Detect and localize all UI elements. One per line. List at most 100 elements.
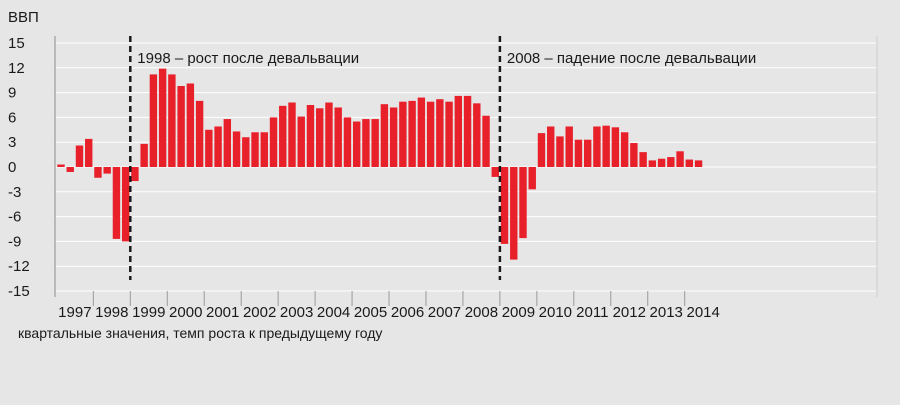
bar	[66, 167, 74, 172]
bar	[445, 101, 453, 167]
bar	[223, 119, 232, 167]
bar	[362, 119, 370, 167]
bar	[121, 167, 130, 242]
x-tick-label: 2005	[354, 304, 387, 321]
bar	[343, 117, 352, 167]
x-tick-label: 1997	[58, 304, 91, 321]
y-tick-label: 0	[8, 159, 16, 176]
bar	[602, 125, 610, 167]
bar	[648, 160, 657, 167]
bar	[620, 132, 629, 167]
x-tick-label: 2008	[465, 304, 498, 321]
bar	[611, 127, 620, 167]
bar	[574, 139, 583, 167]
bar	[537, 133, 546, 167]
y-tick-label: -15	[8, 283, 30, 300]
y-tick-label: -3	[8, 184, 21, 201]
bar	[306, 105, 315, 167]
y-tick-label: 12	[8, 60, 25, 77]
bar	[57, 164, 65, 167]
bar	[288, 102, 296, 167]
bar	[279, 105, 287, 167]
bar	[667, 157, 675, 167]
x-tick-label: 1998	[95, 304, 128, 321]
bar	[260, 132, 268, 167]
bar	[657, 158, 666, 167]
bar	[297, 116, 305, 167]
bar	[177, 85, 185, 167]
x-tick-label: 2001	[206, 304, 239, 321]
bar	[380, 104, 389, 167]
x-tick-label: 2011	[576, 304, 608, 321]
bar	[112, 167, 121, 239]
bar	[352, 121, 361, 167]
bar	[528, 167, 536, 190]
y-axis-title: ВВП	[8, 9, 39, 26]
y-tick-label: 6	[8, 109, 16, 126]
x-tick-label: 2013	[650, 304, 683, 321]
bar	[473, 103, 481, 167]
bar	[334, 107, 342, 167]
x-tick-label: 2007	[428, 304, 461, 321]
bar	[408, 100, 416, 167]
bar	[565, 126, 573, 167]
y-tick-label: -6	[8, 209, 21, 226]
bar	[685, 159, 694, 167]
bar	[168, 74, 176, 167]
bar	[510, 167, 518, 260]
bar	[269, 117, 278, 167]
bar	[519, 167, 527, 239]
y-tick-label: 9	[8, 85, 16, 102]
bar	[186, 83, 195, 167]
bar	[556, 136, 564, 167]
bar	[251, 132, 259, 167]
bar	[547, 126, 555, 167]
x-tick-label: 2014	[686, 304, 719, 321]
bar	[500, 167, 509, 244]
x-tick-label: 2003	[280, 304, 313, 321]
bar	[389, 107, 398, 167]
bar	[491, 167, 499, 177]
annotation-label: 1998 – рост после девальвации	[137, 50, 359, 67]
bar	[676, 151, 684, 167]
bar	[195, 100, 204, 167]
y-tick-label: -12	[8, 258, 30, 275]
y-tick-label: 3	[8, 134, 16, 151]
x-tick-label: 2006	[391, 304, 424, 321]
annotation-label: 2008 – падение после девальвации	[507, 50, 756, 67]
y-tick-label: -9	[8, 233, 21, 250]
bar	[399, 101, 407, 167]
bar	[436, 99, 444, 167]
bar	[482, 115, 490, 167]
x-tick-label: 2004	[317, 304, 350, 321]
bar	[426, 101, 435, 167]
bar	[158, 68, 167, 167]
bar	[583, 139, 592, 167]
x-tick-label: 2000	[169, 304, 202, 321]
bar	[85, 138, 93, 167]
bar	[694, 160, 703, 167]
bar	[131, 167, 139, 182]
bar	[325, 102, 333, 167]
bar	[454, 95, 463, 167]
bar	[205, 129, 213, 167]
y-tick-label: 15	[8, 35, 25, 52]
bar	[214, 126, 222, 167]
bar	[94, 167, 102, 178]
bar	[140, 143, 148, 167]
bar	[630, 143, 638, 167]
bar	[103, 167, 111, 174]
bar	[371, 119, 379, 167]
x-tick-label: 2012	[613, 304, 646, 321]
bar	[463, 95, 472, 167]
bar	[316, 108, 324, 167]
bar	[417, 97, 426, 167]
bar	[593, 126, 601, 167]
x-tick-label: 1999	[132, 304, 165, 321]
chart-caption: квартальные значения, темп роста к преды…	[18, 325, 382, 341]
bar	[149, 74, 158, 167]
bar	[639, 152, 647, 167]
x-tick-label: 2002	[243, 304, 276, 321]
bar	[75, 145, 84, 167]
